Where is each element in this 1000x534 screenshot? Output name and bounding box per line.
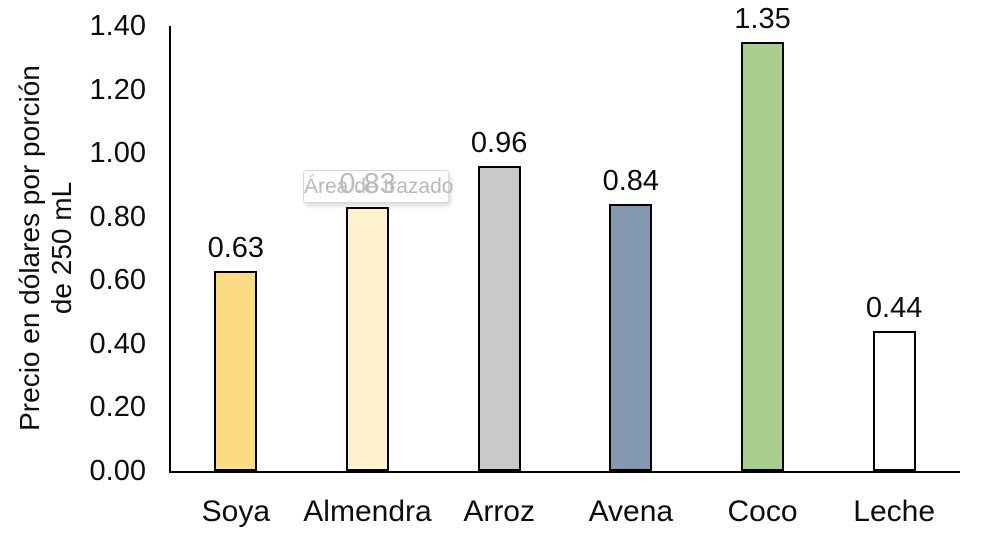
- bar-soya[interactable]: [214, 270, 258, 471]
- category-label-arroz: Arroz: [463, 495, 535, 528]
- y-tick-label-1.20: 1.20: [89, 73, 146, 106]
- plot-area-tooltip-text: Área de trazado: [304, 175, 454, 198]
- y-tick-label-1.00: 1.00: [89, 137, 146, 170]
- bar-coco[interactable]: [741, 41, 784, 471]
- y-tick-label-0.20: 0.20: [89, 391, 146, 424]
- x-axis-line: [169, 471, 960, 473]
- category-label-coco: Coco: [727, 495, 798, 528]
- y-axis-line: [169, 26, 171, 473]
- y-tick-label-0.40: 0.40: [89, 327, 146, 360]
- y-axis-title: Precio en dólares por porción de 250 mL: [14, 65, 78, 431]
- y-axis-title-line1: Precio en dólares por porción: [14, 65, 45, 431]
- y-tick-label-1.40: 1.40: [89, 10, 146, 42]
- bar-avena[interactable]: [609, 204, 653, 471]
- bar-arroz[interactable]: [477, 165, 521, 471]
- y-tick-label-0.60: 0.60: [89, 264, 146, 297]
- data-label-leche: 0.44: [865, 292, 923, 325]
- bar-leche[interactable]: [872, 331, 916, 471]
- data-label-soya: 0.63: [207, 231, 265, 264]
- data-label-coco: 1.35: [734, 2, 791, 35]
- data-label-avena: 0.84: [602, 165, 660, 197]
- data-label-arroz: 0.96: [470, 126, 528, 159]
- category-label-soya: Soya: [201, 495, 271, 528]
- category-label-avena: Avena: [588, 495, 674, 528]
- y-axis-title-line2: de 250 mL: [46, 181, 77, 315]
- category-label-almendra: Almendra: [303, 495, 432, 528]
- category-label-leche: Leche: [853, 495, 936, 528]
- plot-area-tooltip: Área de trazado: [303, 170, 453, 203]
- bar-almendra[interactable]: [346, 207, 389, 471]
- y-tick-label-0.80: 0.80: [89, 200, 146, 233]
- y-tick-label-0.00: 0.00: [89, 455, 146, 487]
